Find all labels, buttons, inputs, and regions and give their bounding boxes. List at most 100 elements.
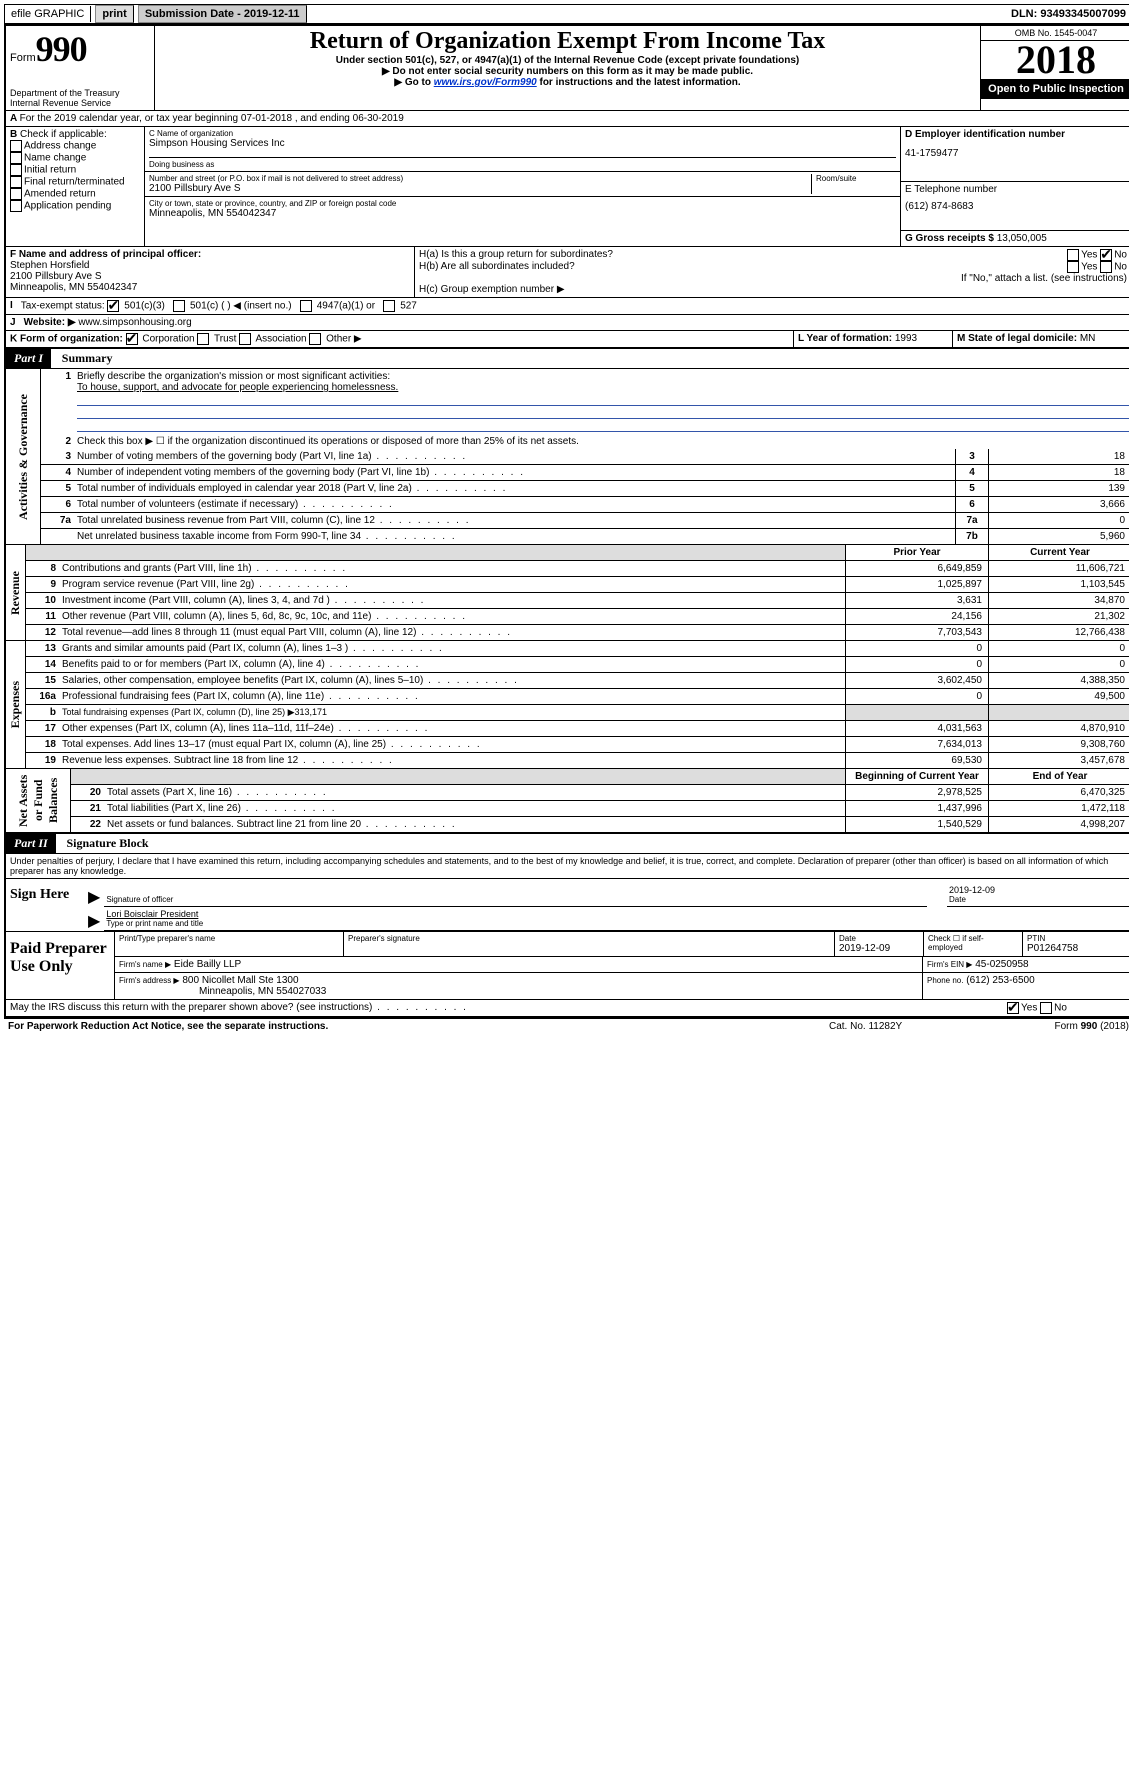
current-value: 34,870 (988, 593, 1129, 608)
prior-value: 1,437,996 (845, 801, 988, 816)
irs-link[interactable]: www.irs.gov/Form990 (434, 77, 537, 88)
row-a: A For the 2019 calendar year, or tax yea… (6, 111, 1129, 127)
prior-value: 1,540,529 (845, 817, 988, 832)
note-ssn: ▶ Do not enter social security numbers o… (159, 66, 976, 77)
form-subtitle: Under section 501(c), 527, or 4947(a)(1)… (159, 55, 976, 66)
current-value: 1,103,545 (988, 577, 1129, 592)
tax-year: 2018 (981, 41, 1129, 79)
chk-name-change[interactable] (10, 152, 22, 164)
firm-name: Eide Bailly LLP (174, 959, 241, 970)
right-header: OMB No. 1545-0047 2018 Open to Public In… (980, 26, 1129, 110)
chk-pending[interactable] (10, 200, 22, 212)
box-b: B Check if applicable: Address change Na… (6, 127, 145, 246)
preparer-phone: (612) 253-6500 (966, 975, 1034, 986)
form-label: Form990 Department of the Treasury Inter… (6, 26, 155, 110)
current-value: 4,388,350 (988, 673, 1129, 688)
box-c: C Name of organization Simpson Housing S… (145, 127, 900, 246)
form-body: Form990 Department of the Treasury Inter… (4, 24, 1129, 1019)
chk-trust[interactable] (197, 333, 209, 345)
chk-4947[interactable] (300, 300, 312, 312)
prior-value: 3,631 (845, 593, 988, 608)
arrow-icon: ▶ (84, 887, 104, 907)
print-button[interactable]: print (95, 5, 133, 23)
value: 3,666 (988, 497, 1129, 512)
chk-final[interactable] (10, 176, 22, 188)
firm-ein: 45-0250958 (975, 959, 1028, 970)
chk-address-change[interactable] (10, 140, 22, 152)
current-value: 49,500 (988, 689, 1129, 704)
part1-header: Part I Summary (6, 348, 1129, 369)
chk-501c3[interactable] (107, 300, 119, 312)
sig-officer[interactable]: Signature of officer (104, 879, 927, 907)
org-city: Minneapolis, MN 554042347 (149, 208, 896, 219)
chk-hb-yes[interactable] (1067, 261, 1079, 273)
value: 18 (988, 465, 1129, 480)
year-formed: 1993 (895, 333, 917, 344)
org-addr: 2100 Pillsbury Ave S (149, 183, 811, 194)
top-bar: efile GRAPHIC print Submission Date - 20… (4, 4, 1129, 24)
efile-label: efile GRAPHIC (5, 6, 91, 22)
current-value: 4,870,910 (988, 721, 1129, 736)
form-number: 990 (36, 29, 87, 69)
note-link: ▶ Go to www.irs.gov/Form990 for instruct… (159, 77, 976, 88)
current-value: 21,302 (988, 609, 1129, 624)
current-value: 11,606,721 (988, 561, 1129, 576)
box-h: H(a) Is this a group return for subordin… (415, 247, 1129, 297)
prior-value: 2,978,525 (845, 785, 988, 800)
row-klm: K Form of organization: Corporation Trus… (6, 331, 1129, 348)
current-value: 12,766,438 (988, 625, 1129, 640)
org-name: Simpson Housing Services Inc (149, 138, 896, 149)
prior-value: 24,156 (845, 609, 988, 624)
section-label: Net Assets or Fund Balances (14, 769, 63, 832)
arrow-icon: ▶ (84, 911, 104, 931)
form-word: Form (10, 52, 36, 64)
prior-value: 69,530 (845, 753, 988, 768)
phone: (612) 874-8683 (905, 195, 1127, 212)
chk-hb-no[interactable] (1100, 261, 1112, 273)
chk-discuss-no[interactable] (1040, 1002, 1052, 1014)
section-label: Revenue (6, 567, 25, 619)
dept-label: Department of the Treasury Internal Reve… (10, 88, 150, 108)
period: A For the 2019 calendar year, or tax yea… (6, 111, 1129, 126)
chk-ha-no[interactable] (1100, 249, 1112, 261)
sig-name: Lori Boisclair President Type or print n… (104, 907, 1129, 931)
title-cell: Return of Organization Exempt From Incom… (155, 26, 980, 110)
current-value: 0 (988, 641, 1129, 656)
current-value: 1,472,118 (988, 801, 1129, 816)
row-bcd: B Check if applicable: Address change Na… (6, 127, 1129, 247)
prior-value: 0 (845, 641, 988, 656)
prior-value: 0 (845, 657, 988, 672)
website: www.simpsonhousing.org (78, 317, 191, 328)
form-title: Return of Organization Exempt From Incom… (159, 28, 976, 55)
ein: 41-1759477 (905, 140, 1127, 159)
value: 0 (988, 513, 1129, 528)
section-label: Activities & Governance (14, 390, 33, 524)
box-f: F Name and address of principal officer:… (6, 247, 415, 297)
chk-discuss-yes[interactable] (1007, 1002, 1019, 1014)
discuss-row: May the IRS discuss this return with the… (6, 1000, 1129, 1017)
officer-name: Stephen Horsfield (10, 260, 90, 271)
chk-corp[interactable] (126, 333, 138, 345)
perjury: Under penalties of perjury, I declare th… (6, 854, 1129, 878)
chk-ha-yes[interactable] (1067, 249, 1079, 261)
chk-assoc[interactable] (239, 333, 251, 345)
value: 5,960 (988, 529, 1129, 544)
prior-value: 3,602,450 (845, 673, 988, 688)
row-fh: F Name and address of principal officer:… (6, 247, 1129, 298)
prior-value: 4,031,563 (845, 721, 988, 736)
prior-value: 7,703,543 (845, 625, 988, 640)
chk-501c[interactable] (173, 300, 185, 312)
submission-date: Submission Date - 2019-12-11 (138, 5, 307, 23)
chk-amended[interactable] (10, 188, 22, 200)
chk-initial[interactable] (10, 164, 22, 176)
chk-527[interactable] (383, 300, 395, 312)
gross-receipts: 13,050,005 (997, 233, 1047, 244)
current-value: 9,308,760 (988, 737, 1129, 752)
part2-header: Part II Signature Block (6, 833, 1129, 854)
value: 139 (988, 481, 1129, 496)
sig-date: 2019-12-09 Date (947, 883, 1129, 907)
paid-preparer: Paid Preparer Use Only Print/Type prepar… (6, 931, 1129, 1000)
prior-value: 6,649,859 (845, 561, 988, 576)
current-value: 0 (988, 657, 1129, 672)
chk-other[interactable] (309, 333, 321, 345)
